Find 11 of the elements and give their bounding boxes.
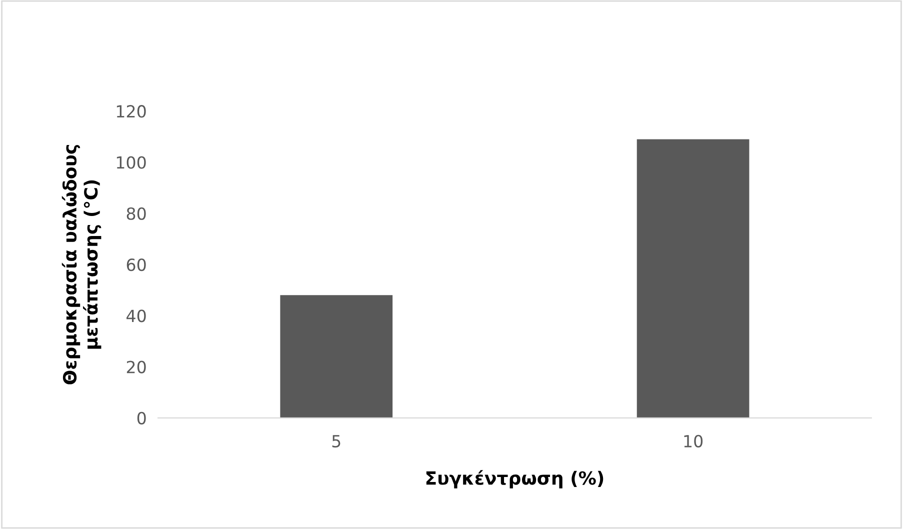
y-axis-title: Θερμοκρασία υαλώδους μετάπτωσης (°C) — [62, 145, 102, 384]
y-tick-label: 0 — [137, 412, 146, 424]
x-tick-label: 5 — [332, 435, 340, 448]
y-tick-label: 20 — [126, 360, 146, 374]
x-axis-title: Συγκέντρωση (%) — [426, 470, 604, 488]
y-tick-label: 120 — [116, 105, 146, 118]
y-tick-label: 60 — [126, 258, 146, 272]
y-tick-label: 100 — [116, 156, 146, 169]
y-tick-label: 80 — [126, 207, 146, 220]
y-tick-label: 40 — [126, 310, 146, 322]
x-tick-label: 10 — [684, 434, 703, 448]
